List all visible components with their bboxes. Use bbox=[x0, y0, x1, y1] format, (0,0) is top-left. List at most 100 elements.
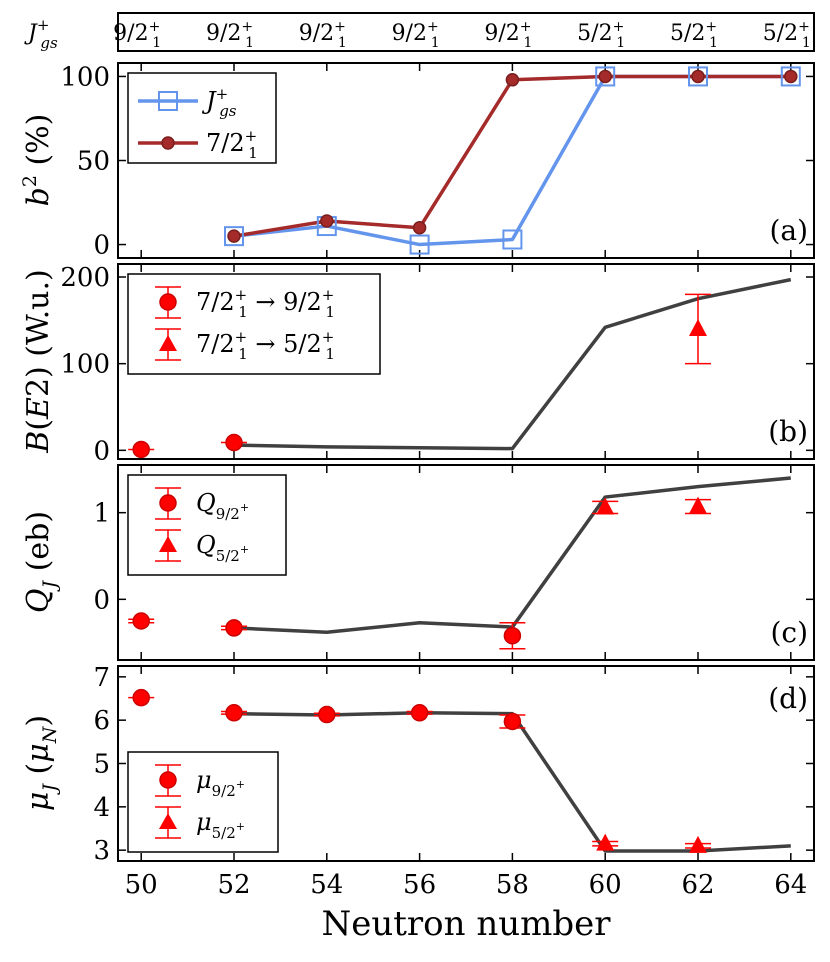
panel-a-legend-frame bbox=[127, 72, 277, 164]
y-tick-label: 3 bbox=[93, 836, 110, 866]
panel-a-legend: J+ gs 7/2+ 1 bbox=[127, 72, 277, 164]
exp-point-triangle bbox=[689, 319, 707, 336]
exp-point-triangle bbox=[689, 835, 707, 853]
y-tick-label: 1 bbox=[93, 499, 110, 529]
data-point-square bbox=[224, 226, 244, 247]
y-tick-label: 50 bbox=[77, 147, 110, 177]
exp-point-triangle bbox=[596, 833, 615, 851]
panel-d-legend-frame bbox=[127, 751, 279, 853]
panel-d-ylabel: μJ (μN) bbox=[21, 715, 61, 811]
data-point-circle bbox=[320, 214, 334, 228]
panel-c-legend-frame bbox=[127, 474, 287, 576]
exp-point-circle bbox=[225, 433, 243, 452]
exp-point-circle bbox=[132, 688, 150, 707]
data-point-circle bbox=[598, 69, 612, 84]
exp-point-circle bbox=[503, 712, 522, 731]
exp-point-circle bbox=[132, 612, 150, 630]
panel-c-frame bbox=[117, 464, 815, 661]
panel-b-legend-frame bbox=[127, 273, 381, 375]
x-tick-label: 64 bbox=[774, 870, 807, 900]
legend-marker-d-circle bbox=[155, 764, 181, 797]
legend-label-b1: 7/2+ 1 → 9/2+ 1 bbox=[196, 286, 335, 321]
panel-a: 0 50 100 (a) b2 (%) J+ gs 7/2+ 1 bbox=[19, 62, 815, 261]
data-point-circle bbox=[691, 69, 705, 84]
panel-a-tag: (a) bbox=[769, 214, 808, 247]
theory-line bbox=[233, 476, 791, 635]
y-tick-label: 0 bbox=[93, 585, 110, 615]
x-tick-label: 56 bbox=[403, 870, 436, 900]
panel-c: 0 1 (c) QJ (eb) Q9/2+ Q5/2+ bbox=[21, 464, 815, 661]
exp-point-circle bbox=[410, 704, 429, 722]
x-tick-label: 58 bbox=[496, 870, 529, 900]
panel-b-tag: (b) bbox=[768, 415, 808, 448]
panel-d: 3 4 5 6 7 (d) μJ (μN) μ9/2+ μ5/2+ bbox=[21, 663, 815, 866]
top-strip-value: 5/2+ 1 bbox=[670, 19, 718, 51]
legend-marker-b-circle bbox=[155, 286, 181, 319]
y-tick-label: 100 bbox=[60, 350, 110, 380]
data-point-square bbox=[409, 234, 430, 255]
panel-a-ylabel: b2 (%) bbox=[19, 114, 56, 207]
legend-label-d2: μ5/2+ bbox=[196, 808, 245, 842]
panel-c-tag: (c) bbox=[770, 616, 808, 649]
x-tick-label: 60 bbox=[589, 870, 622, 900]
exp-point-circle bbox=[132, 440, 150, 459]
top-strip-value: 9/2+ 1 bbox=[484, 19, 532, 51]
legend-label-c2: Q5/2+ bbox=[196, 531, 249, 565]
exp-point-circle bbox=[225, 704, 243, 722]
panel-b-frame bbox=[117, 263, 815, 460]
legend-marker-c-circle bbox=[155, 487, 181, 520]
top-strip-frame bbox=[117, 12, 815, 52]
x-axis-title: Neutron number bbox=[321, 904, 611, 944]
data-point-square bbox=[780, 66, 801, 87]
y-tick-label: 4 bbox=[93, 793, 110, 823]
top-strip-value: 9/2+ 1 bbox=[392, 19, 440, 51]
top-strip-label: J+ gs bbox=[24, 16, 58, 52]
x-tick-label: 52 bbox=[217, 870, 250, 900]
exp-point-circle bbox=[503, 626, 522, 645]
y-tick-label: 0 bbox=[93, 231, 110, 261]
y-tick-label: 100 bbox=[60, 62, 110, 92]
panel-c-legend: Q9/2+ Q5/2+ bbox=[127, 474, 287, 576]
legend-label-72: 7/2+ 1 bbox=[206, 127, 258, 162]
legend-marker-d-triangle bbox=[155, 806, 181, 839]
panel-c-ylabel: QJ (eb) bbox=[21, 511, 61, 613]
exp-point-circle bbox=[225, 619, 243, 637]
legend-marker-b-triangle bbox=[155, 328, 181, 361]
top-strip-value: 5/2+ 1 bbox=[577, 19, 625, 51]
exp-point-triangle bbox=[689, 496, 707, 514]
series-line-1 bbox=[233, 74, 791, 238]
x-tick-label: 54 bbox=[310, 870, 343, 900]
x-tick-label: 62 bbox=[681, 870, 714, 900]
exp-point-triangle bbox=[596, 497, 615, 515]
panel-d-tag: (d) bbox=[768, 682, 808, 715]
exp-point-circle bbox=[318, 705, 336, 724]
legend-marker-c-triangle bbox=[155, 529, 181, 562]
y-tick-label: 0 bbox=[93, 436, 110, 466]
legend-marker-72 bbox=[161, 136, 175, 150]
panel-b-ylabel: B(E2) (W.u.) bbox=[21, 269, 56, 453]
top-strip: J+ gs 9/2+ 1 9/2+ 1 9/2+ 1 9/2+ 1 9/2+ 1 5/2+ 1 5/2+ 1… bbox=[24, 12, 815, 52]
data-point-square bbox=[502, 229, 523, 250]
y-tick-label: 200 bbox=[60, 263, 110, 293]
y-tick-label: 7 bbox=[93, 663, 110, 693]
top-strip-value: 9/2+ 1 bbox=[206, 19, 254, 51]
legend-label-d1: μ9/2+ bbox=[196, 766, 245, 800]
data-point-square bbox=[595, 66, 616, 87]
y-tick-label: 6 bbox=[93, 706, 110, 736]
top-strip-value: 5/2+ 1 bbox=[763, 19, 811, 51]
data-point-circle bbox=[505, 73, 520, 87]
data-point-circle bbox=[227, 229, 241, 243]
x-tick-label: 50 bbox=[125, 870, 158, 900]
top-strip-value: 9/2+ 1 bbox=[113, 19, 161, 51]
legend-marker-jgs bbox=[158, 91, 178, 111]
data-point-square bbox=[688, 66, 708, 87]
top-strip-value: 9/2+ 1 bbox=[299, 19, 347, 51]
data-point-circle bbox=[784, 69, 798, 84]
panel-d-legend: μ9/2+ μ5/2+ bbox=[127, 751, 279, 853]
legend-label-c1: Q9/2+ bbox=[196, 489, 249, 523]
theory-line bbox=[233, 711, 791, 853]
legend-label-b2: 7/2+ 1 → 5/2+ 1 bbox=[196, 328, 335, 363]
panel-b-legend: 7/2+ 1 → 9/2+ 1 7/2+ 1 → 5/2+ 1 bbox=[127, 273, 381, 375]
panel-b: 0 100 200 (b) B(E2) (W.u.) 7/2+ 1 → 9/2+ 1 7… bbox=[21, 263, 815, 466]
